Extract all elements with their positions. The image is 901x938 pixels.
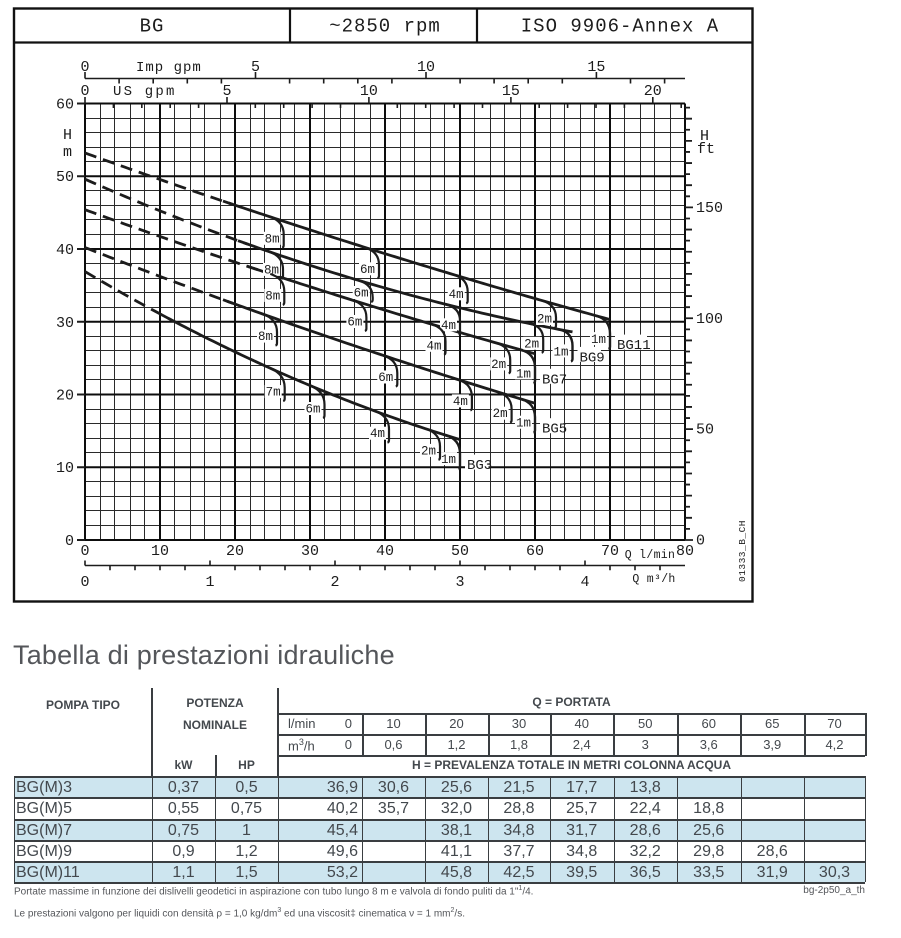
- svg-text:6m: 6m: [354, 287, 369, 301]
- svg-text:10: 10: [417, 59, 435, 76]
- svg-text:0: 0: [80, 59, 89, 76]
- svg-text:2m: 2m: [491, 358, 506, 372]
- svg-text:~2850 rpm: ~2850 rpm: [329, 16, 441, 38]
- svg-text:30: 30: [56, 315, 74, 332]
- svg-text:US gpm: US gpm: [113, 84, 177, 100]
- svg-text:4m: 4m: [441, 319, 456, 333]
- svg-text:6m: 6m: [347, 316, 362, 330]
- svg-text:1m: 1m: [553, 345, 568, 359]
- svg-text:0: 0: [80, 83, 89, 100]
- svg-text:Q l/min: Q l/min: [625, 549, 675, 562]
- svg-text:6m: 6m: [360, 263, 375, 277]
- svg-text:15: 15: [502, 83, 520, 100]
- svg-text:1m: 1m: [591, 333, 606, 347]
- svg-text:m: m: [63, 144, 72, 161]
- svg-text:2m: 2m: [493, 407, 508, 421]
- svg-text:0: 0: [696, 533, 705, 550]
- svg-text:60: 60: [526, 543, 544, 560]
- svg-text:6m: 6m: [378, 371, 393, 385]
- svg-text:100: 100: [696, 311, 723, 328]
- svg-text:01333_B_CH: 01333_B_CH: [737, 520, 748, 582]
- svg-text:1m: 1m: [441, 453, 456, 467]
- svg-text:ISO 9906-Annex A: ISO 9906-Annex A: [521, 16, 719, 38]
- svg-text:5: 5: [222, 83, 231, 100]
- svg-text:3: 3: [455, 574, 464, 591]
- svg-text:10: 10: [56, 460, 74, 477]
- svg-text:1: 1: [205, 574, 214, 591]
- svg-text:0: 0: [65, 533, 74, 550]
- svg-text:1m: 1m: [516, 417, 531, 431]
- svg-text:2: 2: [330, 574, 339, 591]
- svg-text:8m: 8m: [258, 330, 273, 344]
- svg-text:BG: BG: [140, 16, 165, 38]
- svg-text:40: 40: [56, 242, 74, 259]
- svg-text:BG3: BG3: [467, 458, 492, 474]
- svg-text:20: 20: [56, 388, 74, 405]
- svg-text:50: 50: [451, 543, 469, 560]
- svg-text:ft: ft: [697, 141, 715, 158]
- svg-text:4m: 4m: [453, 395, 468, 409]
- svg-text:10: 10: [151, 543, 169, 560]
- svg-text:20: 20: [644, 83, 662, 100]
- svg-text:0: 0: [80, 574, 89, 591]
- svg-text:BG7: BG7: [542, 372, 567, 388]
- svg-text:H: H: [63, 127, 72, 144]
- svg-text:0: 0: [80, 543, 89, 560]
- svg-text:6m: 6m: [305, 403, 320, 417]
- svg-text:7m: 7m: [266, 386, 281, 400]
- svg-text:20: 20: [226, 543, 244, 560]
- svg-text:50: 50: [56, 169, 74, 186]
- svg-text:5: 5: [251, 59, 260, 76]
- svg-text:50: 50: [696, 422, 714, 439]
- svg-text:8m: 8m: [265, 232, 280, 246]
- svg-text:1m: 1m: [516, 367, 531, 381]
- svg-text:2m: 2m: [537, 313, 552, 327]
- svg-text:4m: 4m: [426, 339, 441, 353]
- svg-text:4: 4: [580, 574, 589, 591]
- svg-text:4m: 4m: [370, 427, 385, 441]
- svg-text:Q m³/h: Q m³/h: [632, 573, 675, 586]
- svg-text:4m: 4m: [449, 288, 464, 302]
- svg-text:150: 150: [696, 200, 723, 217]
- svg-text:60: 60: [56, 97, 74, 114]
- svg-text:8m: 8m: [265, 289, 280, 303]
- svg-text:80: 80: [676, 543, 694, 560]
- svg-text:BG9: BG9: [580, 350, 605, 366]
- svg-text:BG5: BG5: [542, 422, 567, 438]
- svg-text:8m: 8m: [264, 263, 279, 277]
- svg-text:10: 10: [360, 83, 378, 100]
- svg-text:15: 15: [587, 59, 605, 76]
- svg-text:Imp gpm: Imp gpm: [136, 60, 202, 76]
- svg-text:30: 30: [301, 543, 319, 560]
- svg-text:BG11: BG11: [617, 338, 651, 354]
- svg-text:H: H: [700, 128, 709, 145]
- svg-text:2m: 2m: [421, 444, 436, 458]
- svg-text:40: 40: [376, 543, 394, 560]
- svg-text:70: 70: [601, 543, 619, 560]
- svg-text:2m: 2m: [524, 337, 539, 351]
